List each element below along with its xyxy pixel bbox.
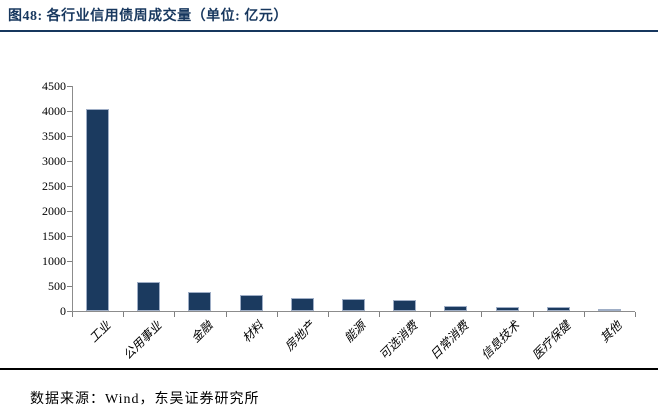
title-divider	[0, 30, 658, 32]
y-axis-label: 1500	[42, 229, 66, 243]
bar	[188, 292, 211, 311]
y-tick	[67, 236, 72, 237]
x-tick	[379, 312, 380, 317]
y-axis-label: 4500	[42, 79, 66, 93]
bar	[240, 295, 263, 311]
x-tick	[328, 312, 329, 317]
x-axis	[72, 311, 635, 312]
y-tick	[67, 161, 72, 162]
y-axis-label: 2000	[42, 204, 66, 218]
x-axis-label: 公用事业	[120, 318, 165, 363]
y-axis-label: 2500	[42, 179, 66, 193]
footer-divider	[0, 368, 658, 370]
y-axis-label: 3000	[42, 154, 66, 168]
x-tick	[430, 312, 431, 317]
bar	[137, 282, 160, 311]
figure-title: 图48: 各行业信用债周成交量（单位: 亿元）	[8, 9, 288, 24]
y-tick	[67, 86, 72, 87]
bar	[342, 299, 365, 311]
x-axis-label: 日常消费	[427, 318, 472, 363]
x-axis-label: 房地产	[282, 318, 318, 354]
y-tick	[67, 211, 72, 212]
x-tick	[72, 312, 73, 317]
x-tick	[226, 312, 227, 317]
bar	[86, 109, 109, 311]
bar	[496, 307, 519, 311]
x-axis-label: 可选消费	[376, 318, 421, 363]
y-tick	[67, 261, 72, 262]
y-tick	[67, 311, 72, 312]
bar	[598, 309, 621, 311]
x-axis-label: 工业	[86, 318, 113, 346]
x-tick	[584, 312, 585, 317]
x-tick	[635, 312, 636, 317]
bar	[393, 300, 416, 311]
bar	[547, 307, 570, 311]
x-axis-label: 医疗保健	[529, 318, 574, 363]
y-axis	[72, 86, 73, 312]
y-tick	[67, 111, 72, 112]
y-axis-label: 500	[48, 279, 66, 293]
data-source: 数据来源：Wind，东吴证券研究所	[30, 392, 260, 407]
y-tick	[67, 186, 72, 187]
y-tick	[67, 286, 72, 287]
x-tick	[123, 312, 124, 317]
y-axis-label: 1000	[42, 254, 66, 268]
y-axis-label: 3500	[42, 129, 66, 143]
bar	[291, 298, 314, 311]
y-tick	[67, 136, 72, 137]
x-axis-label: 其他	[597, 318, 625, 346]
x-axis-label: 信息技术	[478, 318, 523, 363]
y-axis-label: 4000	[42, 104, 66, 118]
x-axis-label: 材料	[239, 318, 267, 346]
x-tick	[277, 312, 278, 317]
bar	[444, 306, 467, 311]
x-tick	[481, 312, 482, 317]
x-axis-label: 金融	[188, 318, 216, 346]
x-axis-label: 能源	[341, 318, 369, 346]
x-tick	[533, 312, 534, 317]
y-axis-label: 0	[60, 304, 66, 318]
x-tick	[174, 312, 175, 317]
